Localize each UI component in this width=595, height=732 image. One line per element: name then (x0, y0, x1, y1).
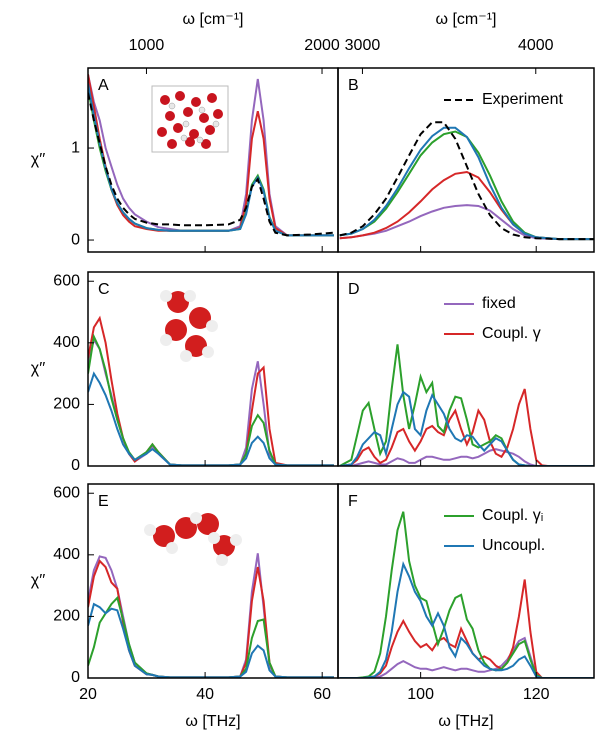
y-axis-label: χ′′ (31, 151, 45, 168)
panel-label: F (348, 493, 358, 510)
x-tick-label: 60 (313, 686, 331, 703)
legend-label: Coupl. γ (482, 325, 541, 342)
inset-box (151, 85, 229, 153)
panel-label: E (98, 493, 109, 510)
y-tick-label: 400 (53, 334, 80, 351)
x2-tick-label: 4000 (518, 37, 554, 54)
y-tick-label: 200 (53, 608, 80, 625)
inset-c (160, 290, 218, 362)
panel-label: A (98, 77, 109, 94)
x2-tick-label: 3000 (345, 37, 381, 54)
frame (87, 483, 339, 679)
line (339, 121, 594, 241)
y-tick-label: 1 (71, 139, 80, 156)
line (339, 636, 594, 678)
line (339, 204, 594, 241)
panel-label: D (348, 281, 360, 298)
inset-e (144, 512, 242, 566)
line (339, 130, 594, 241)
frame (87, 271, 339, 467)
frame (337, 271, 595, 467)
line (88, 371, 334, 466)
line (339, 126, 594, 241)
line (339, 388, 594, 466)
frame (337, 67, 595, 253)
inset-spheres (157, 91, 223, 149)
legend-label: Uncoupl. (482, 537, 545, 554)
x2-axis-label: ω [cm⁻¹] (183, 11, 244, 28)
y-tick-label: 600 (53, 484, 80, 501)
x2-axis-label: ω [cm⁻¹] (436, 11, 497, 28)
panel-label: C (98, 281, 110, 298)
line (88, 92, 334, 237)
x-tick-label: 100 (407, 686, 434, 703)
line (88, 559, 334, 678)
y-tick-label: 0 (71, 231, 80, 248)
x-tick-label: 20 (79, 686, 97, 703)
y-tick-label: 600 (53, 272, 80, 289)
line (339, 511, 594, 678)
legend-label: Experiment (482, 91, 563, 108)
legend-label: fixed (482, 295, 516, 312)
y-tick-label: 0 (71, 669, 80, 686)
legend-label: Coupl. γᵢ (482, 507, 543, 524)
x-tick-label: 120 (523, 686, 550, 703)
inset-hydrogens (168, 102, 220, 144)
x2-tick-label: 1000 (129, 37, 165, 54)
line (88, 553, 334, 678)
y-tick-label: 0 (71, 457, 80, 474)
x2-tick-label: 2000 (304, 37, 340, 54)
line (339, 448, 594, 466)
line (339, 390, 594, 466)
y-tick-label: 400 (53, 546, 80, 563)
inset-a (151, 85, 229, 153)
panel-label: B (348, 77, 359, 94)
x-tick-label: 40 (196, 686, 214, 703)
line (339, 560, 594, 678)
frame (337, 483, 595, 679)
x-axis-label: ω [THz] (438, 713, 493, 730)
y-axis-label: χ′′ (31, 572, 45, 589)
y-tick-label: 200 (53, 396, 80, 413)
line (339, 344, 594, 466)
line (339, 579, 594, 678)
x-axis-label: ω [THz] (185, 713, 240, 730)
y-axis-label: χ′′ (31, 360, 45, 377)
line (88, 83, 334, 237)
line (88, 602, 334, 678)
